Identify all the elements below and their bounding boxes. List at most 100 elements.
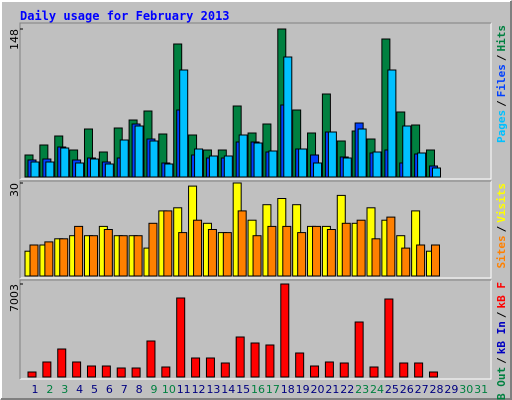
- bar: [131, 367, 141, 378]
- bar: [45, 161, 55, 178]
- bar: [268, 150, 278, 178]
- legend-entry: kB F: [495, 282, 508, 309]
- bar: [326, 229, 336, 277]
- legend-entry: Hits: [495, 25, 508, 52]
- bar: [430, 244, 440, 277]
- x-tick-label: 1: [32, 383, 39, 396]
- bar: [223, 155, 233, 178]
- x-tick-label: 3: [61, 383, 68, 396]
- legend-entry: Pages: [495, 110, 508, 143]
- bar: [282, 225, 292, 277]
- bar: [324, 361, 334, 378]
- bar: [313, 162, 323, 178]
- bar: [118, 235, 128, 277]
- bar: [357, 128, 367, 178]
- bar: [30, 161, 40, 178]
- bar: [86, 365, 96, 378]
- x-tick-label: 17: [266, 383, 280, 396]
- bar: [148, 222, 158, 277]
- x-tick-label: 13: [206, 383, 220, 396]
- legend-entry: Sites: [495, 235, 508, 268]
- bar: [208, 155, 218, 178]
- bar: [295, 352, 305, 378]
- bar: [386, 216, 396, 277]
- bar: [354, 321, 364, 378]
- bar: [205, 357, 215, 378]
- bar: [237, 210, 247, 277]
- x-tick-label: 25: [385, 383, 399, 396]
- bar: [356, 219, 366, 277]
- bar: [411, 210, 421, 277]
- x-tick-label: 9: [150, 383, 157, 396]
- x-tick-label: 26: [400, 383, 414, 396]
- legend-separator: /: [495, 54, 508, 61]
- bar: [163, 210, 173, 277]
- bar: [193, 219, 203, 277]
- x-tick-label: 28: [429, 383, 443, 396]
- bar: [44, 241, 54, 277]
- bar: [89, 158, 99, 178]
- panel-light: [20, 181, 492, 279]
- panel-light: [20, 280, 492, 380]
- bar: [280, 283, 290, 378]
- legend-entry: kB Out: [495, 367, 508, 400]
- x-tick-label: 5: [91, 383, 98, 396]
- x-tick-label: 10: [162, 383, 176, 396]
- bar: [253, 142, 263, 178]
- panel-dark: [19, 22, 491, 179]
- x-tick-label: 22: [340, 383, 354, 396]
- x-tick-label: 30: [459, 383, 473, 396]
- x-tick-label: 31: [474, 383, 488, 396]
- bar: [60, 147, 70, 178]
- bar: [339, 362, 349, 378]
- bar: [119, 139, 129, 178]
- bar: [235, 336, 245, 378]
- bar: [27, 371, 37, 378]
- bar: [414, 362, 424, 378]
- x-tick-label: 19: [296, 383, 310, 396]
- x-tick-label: 27: [415, 383, 429, 396]
- bar: [372, 151, 382, 178]
- bar: [179, 69, 189, 178]
- bar: [327, 131, 337, 178]
- x-tick-label: 23: [355, 383, 369, 396]
- bar: [88, 235, 98, 277]
- bar: [176, 297, 186, 378]
- x-tick-label: 14: [221, 383, 235, 396]
- bar: [194, 148, 204, 178]
- x-tick-label: 7: [121, 383, 128, 396]
- bar: [265, 344, 275, 378]
- x-tick-label: 20: [311, 383, 325, 396]
- bar: [283, 56, 293, 178]
- bar: [164, 163, 174, 178]
- bar: [42, 361, 52, 378]
- x-tick-label: 18: [281, 383, 295, 396]
- bar: [369, 366, 379, 378]
- bar: [310, 365, 320, 378]
- legend: kB Out / kB In / kB F: [495, 282, 508, 400]
- bar: [133, 235, 143, 277]
- bar: [57, 348, 67, 378]
- bar: [297, 232, 307, 277]
- x-tick-label: 21: [325, 383, 339, 396]
- bar: [146, 340, 156, 378]
- bar: [238, 134, 248, 178]
- bar: [161, 366, 171, 378]
- bar: [428, 371, 438, 378]
- bar: [431, 167, 441, 178]
- y-tick-label: 7003: [8, 284, 21, 312]
- bar: [402, 125, 412, 178]
- legend-separator: /: [495, 311, 508, 318]
- bar: [252, 235, 262, 277]
- legend-separator: /: [495, 357, 508, 364]
- y-tick-label: 30: [8, 183, 21, 197]
- bar: [342, 157, 352, 178]
- x-tick-label: 29: [444, 383, 458, 396]
- legend: Pages / Files / Hits: [495, 25, 508, 143]
- bar: [371, 238, 381, 277]
- x-tick-label: 6: [106, 383, 113, 396]
- bar: [387, 69, 397, 178]
